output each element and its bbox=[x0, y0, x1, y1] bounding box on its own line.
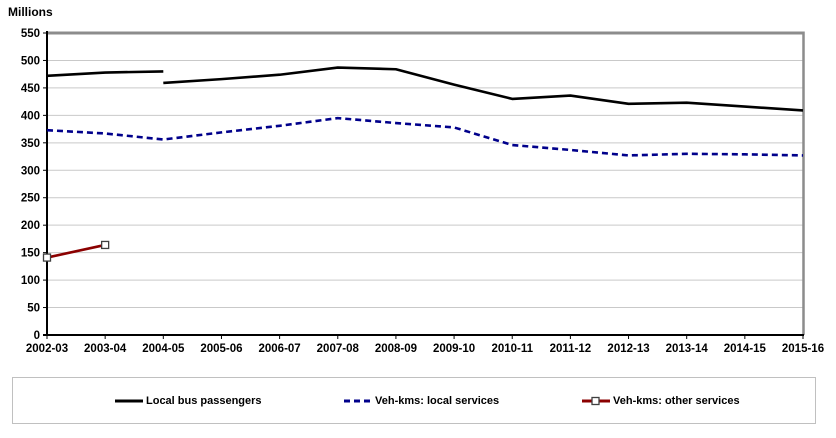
svg-text:2008-09: 2008-09 bbox=[375, 343, 417, 355]
legend-label: Local bus passengers bbox=[146, 394, 262, 407]
legend-line-with-marker-sample-icon bbox=[582, 396, 610, 405]
svg-text:2011-12: 2011-12 bbox=[550, 343, 592, 355]
series-local-bus-passengers bbox=[46, 66, 804, 112]
legend-item-local-bus-passengers: Local bus passengers bbox=[114, 378, 262, 423]
svg-text:2015-16: 2015-16 bbox=[782, 343, 824, 355]
svg-text:2007-08: 2007-08 bbox=[317, 343, 360, 355]
svg-text:450: 450 bbox=[21, 83, 40, 95]
legend: Local bus passengers Veh-kms: local serv… bbox=[12, 377, 816, 424]
svg-text:2004-05: 2004-05 bbox=[142, 343, 185, 355]
series-veh-kms-local-services bbox=[46, 116, 804, 157]
gridlines bbox=[47, 59, 803, 309]
svg-text:550: 550 bbox=[21, 28, 40, 40]
legend-dashed-line-sample-icon bbox=[344, 399, 372, 402]
data-point-square-marker bbox=[42, 253, 52, 262]
legend-square-marker-icon bbox=[591, 396, 600, 405]
y-tick-labels: 0 50 100 150 200 250 300 350 400 450 500 550 bbox=[21, 28, 47, 342]
svg-text:150: 150 bbox=[21, 248, 40, 260]
svg-text:200: 200 bbox=[21, 220, 40, 232]
svg-text:2002-03: 2002-03 bbox=[26, 343, 68, 355]
svg-text:300: 300 bbox=[21, 165, 40, 177]
svg-text:250: 250 bbox=[21, 193, 40, 205]
svg-text:500: 500 bbox=[21, 55, 40, 67]
series-veh-kms-other-services bbox=[42, 240, 110, 262]
svg-text:2013-14: 2013-14 bbox=[666, 343, 709, 355]
svg-text:100: 100 bbox=[21, 275, 40, 287]
y-axis-unit-label: Millions bbox=[8, 5, 53, 19]
svg-text:350: 350 bbox=[21, 138, 40, 150]
svg-text:2009-10: 2009-10 bbox=[433, 343, 475, 355]
legend-item-veh-kms-local-services: Veh-kms: local services bbox=[343, 378, 499, 423]
x-tick-labels: 2002-03 2003-04 2004-05 2005-06 2006-07 2007-… bbox=[26, 335, 824, 355]
legend-line-sample-icon bbox=[115, 399, 143, 402]
svg-text:0: 0 bbox=[34, 330, 40, 342]
svg-text:2012-13: 2012-13 bbox=[607, 343, 649, 355]
svg-text:2003-04: 2003-04 bbox=[84, 343, 127, 355]
legend-label: Veh-kms: other services bbox=[613, 394, 740, 407]
svg-text:2006-07: 2006-07 bbox=[259, 343, 301, 355]
data-point-square-marker bbox=[101, 240, 110, 250]
svg-text:50: 50 bbox=[27, 303, 40, 315]
svg-text:2010-11: 2010-11 bbox=[491, 343, 533, 355]
svg-text:2014-15: 2014-15 bbox=[724, 343, 767, 355]
line-chart: 0 50 100 150 200 250 300 350 400 450 500 550 2002-03… bbox=[21, 28, 824, 355]
legend-label: Veh-kms: local services bbox=[375, 394, 500, 407]
svg-text:400: 400 bbox=[21, 110, 40, 122]
svg-text:2005-06: 2005-06 bbox=[200, 343, 242, 355]
legend-item-veh-kms-other-services: Veh-kms: other services bbox=[581, 378, 740, 423]
